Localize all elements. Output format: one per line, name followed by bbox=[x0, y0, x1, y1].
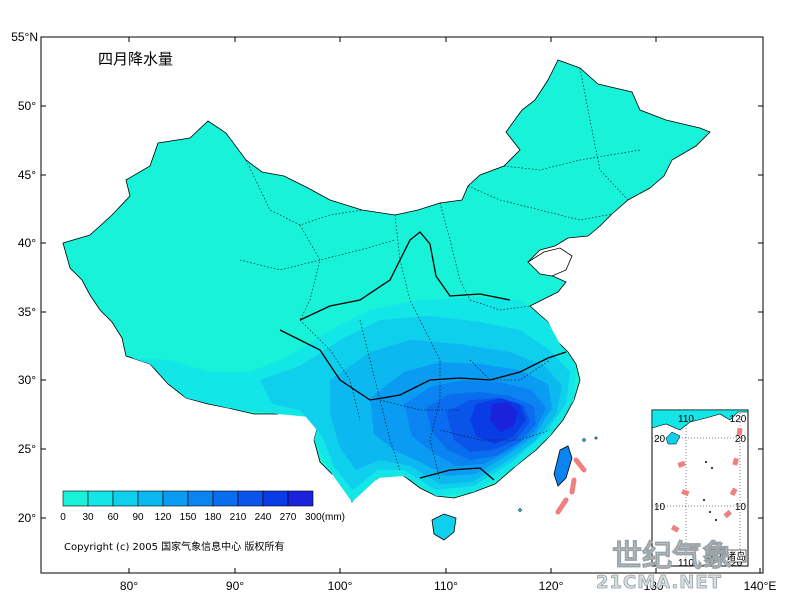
legend-swatch bbox=[87, 490, 114, 507]
legend-swatch bbox=[212, 490, 239, 507]
legend-label: 150 bbox=[180, 512, 197, 523]
lon-tick-label: 90° bbox=[226, 579, 244, 593]
legend-label: 180 bbox=[205, 512, 222, 523]
inset-tick-label: 110 bbox=[678, 558, 694, 569]
lon-tick-label: 130° bbox=[644, 579, 669, 593]
inset-tick-label: 120 bbox=[726, 558, 743, 569]
map-title: 四月降水量 bbox=[98, 50, 173, 68]
lat-tick-label: 45° bbox=[18, 168, 36, 182]
lon-tick-label: 140°E bbox=[744, 579, 777, 593]
rivers bbox=[279, 231, 567, 481]
copyright-text: Copyright (c) 2005 国家气象信息中心 版权所有 bbox=[64, 540, 284, 553]
inset-tick-label: 120 bbox=[730, 414, 747, 425]
inset-tick-label: 10 bbox=[735, 502, 747, 513]
boundary-dashes bbox=[555, 457, 587, 515]
bohai-sea bbox=[527, 247, 573, 277]
legend-label: 270 bbox=[280, 512, 297, 523]
legend-label: 90 bbox=[132, 512, 144, 523]
lat-tick-label: 40° bbox=[18, 236, 36, 250]
province-boundaries bbox=[239, 67, 641, 481]
watermark-logo: 世纪气象 21CMA.NET bbox=[596, 539, 733, 594]
inset-tick-label: 10 bbox=[654, 502, 666, 513]
lon-ticks bbox=[128, 37, 761, 573]
legend-swatch bbox=[237, 490, 264, 507]
legend-label: 120 bbox=[155, 512, 172, 523]
legend-label: 300(mm) bbox=[305, 512, 345, 523]
legend-label: 60 bbox=[107, 512, 119, 523]
legend-swatch bbox=[112, 490, 139, 507]
lat-tick-label: 55°N bbox=[11, 30, 38, 44]
inset-tick-label: 20 bbox=[735, 434, 747, 445]
lon-tick-label: 120° bbox=[539, 579, 564, 593]
south-sea-inset: 110 120 20 10 20 10 110 120 南海诸岛 bbox=[651, 409, 749, 569]
legend-swatch bbox=[137, 490, 164, 507]
inset-tick-label: 20 bbox=[654, 434, 666, 445]
legend-label: 240 bbox=[255, 512, 272, 523]
lat-tick-label: 50° bbox=[18, 99, 36, 113]
lon-tick-label: 100° bbox=[328, 579, 353, 593]
legend-swatch bbox=[287, 490, 314, 507]
lon-tick-labels: 80° 90° 100° 110° 120° 130° 140°E bbox=[120, 579, 776, 593]
legend-colorbar bbox=[62, 490, 314, 507]
watermark-line1: 世纪气象 bbox=[612, 539, 732, 574]
small-islands bbox=[518, 436, 598, 512]
lat-tick-label: 35° bbox=[18, 305, 36, 319]
lon-tick-label: 80° bbox=[120, 579, 138, 593]
inset-title: 南海诸岛 bbox=[706, 550, 746, 563]
legend-label: 30 bbox=[82, 512, 94, 523]
taiwan-island bbox=[553, 445, 573, 487]
legend-swatch bbox=[262, 490, 289, 507]
legend-label: 210 bbox=[230, 512, 247, 523]
lat-ticks bbox=[41, 36, 763, 519]
lat-tick-label: 30° bbox=[18, 373, 36, 387]
legend-swatch bbox=[162, 490, 189, 507]
lat-tick-label: 25° bbox=[18, 442, 36, 456]
legend-swatch bbox=[187, 490, 214, 507]
lat-tick-labels: 55°N 50° 45° 40° 35° 30° 25° 20° bbox=[11, 30, 38, 525]
legend-labels: 0 30 60 90 120 150 180 210 240 270 300(mm) bbox=[60, 512, 345, 523]
legend-swatch bbox=[62, 490, 89, 507]
lon-tick-label: 110° bbox=[434, 579, 458, 593]
inset-tick-label: 110 bbox=[678, 414, 694, 425]
watermark-line2: 21CMA.NET bbox=[596, 572, 722, 593]
precip-layers bbox=[132, 298, 576, 502]
lat-tick-label: 20° bbox=[18, 511, 36, 525]
legend-label: 0 bbox=[60, 512, 66, 523]
hainan-island bbox=[431, 513, 457, 541]
